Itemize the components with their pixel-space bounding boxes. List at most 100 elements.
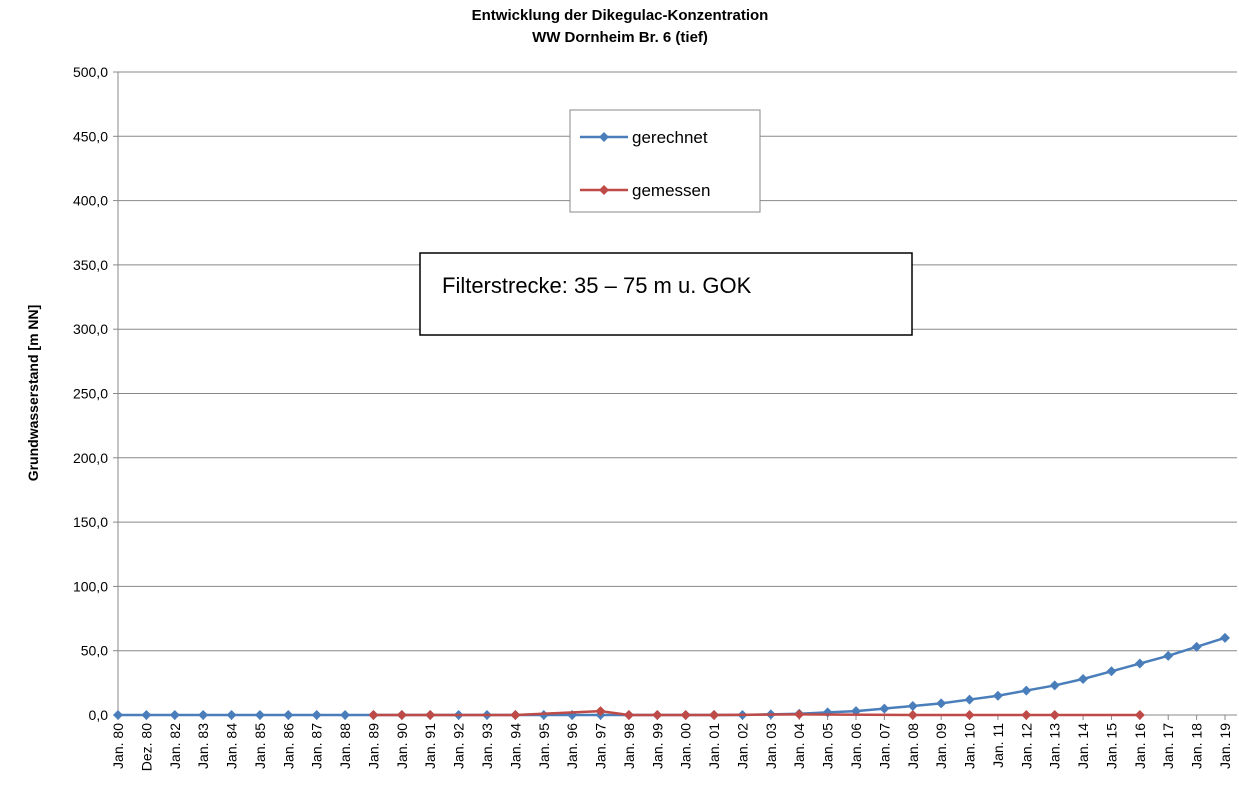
y-tick-label: 500,0 [73,64,108,80]
x-tick-label: Jan. 08 [905,723,921,769]
x-tick-label: Jan. 83 [195,723,211,769]
x-tick-label: Jan. 16 [1132,723,1148,769]
data-point [623,710,634,720]
x-tick-label: Jan. 05 [820,723,836,769]
data-point [169,710,180,720]
data-point [396,710,407,720]
legend-label: gerechnet [632,128,708,147]
data-point [425,710,436,720]
x-tick-label: Jan. 95 [536,723,552,769]
data-point [709,710,720,720]
y-tick-label: 250,0 [73,386,108,402]
data-point [936,698,947,709]
x-tick-label: Jan. 15 [1103,723,1119,769]
data-point [1134,710,1145,720]
x-tick-label: Jan. 96 [564,723,580,769]
data-point [1134,658,1145,669]
data-point [1049,710,1060,720]
x-tick-label: Jan. 19 [1217,723,1233,769]
data-point [652,710,663,720]
y-tick-label: 0,0 [89,707,109,723]
x-tick-label: Dez. 80 [138,723,154,771]
x-tick-label: Jan. 11 [990,723,1006,768]
data-point [992,690,1003,701]
x-tick-label: Jan. 06 [848,723,864,769]
x-tick-label: Jan. 02 [734,723,750,769]
data-point [879,703,890,714]
data-point [113,710,123,720]
x-tick-label: Jan. 88 [337,723,353,769]
annotation-box [419,252,913,336]
data-point [1163,650,1174,661]
x-tick-label: Jan. 01 [706,723,722,769]
x-tick-label: Jan. 90 [394,723,410,769]
y-tick-label: 450,0 [73,128,108,144]
x-tick-label: Jan. 98 [621,723,637,769]
x-tick-label: Jan. 94 [507,723,523,769]
data-point [964,710,975,720]
x-tick-label: Jan. 91 [422,723,438,769]
x-tick-label: Jan. 99 [649,723,665,769]
x-tick-label: Jan. 10 [962,723,978,769]
x-tick-label: Jan. 07 [876,723,892,769]
y-axis-title: Grundwasserstand [m NN] [25,305,41,482]
data-point [254,710,265,720]
legend-marker [599,132,609,142]
y-tick-label: 300,0 [73,321,108,337]
x-tick-label: Jan. 17 [1160,723,1176,769]
x-tick-label: Jan. 80 [110,723,126,769]
data-point [794,709,805,720]
legend-marker [599,185,609,195]
series-line [118,636,1226,717]
chart-subtitle: WW Dornheim Br. 6 (tief) [532,29,708,46]
x-tick-label: Jan. 82 [167,723,183,769]
data-point [1021,710,1032,720]
x-tick-label: Jan. 04 [791,723,807,769]
x-tick-label: Jan. 92 [451,723,467,769]
x-tick-label: Jan. 85 [252,723,268,769]
y-tick-label: 150,0 [73,514,108,530]
x-tick-label: Jan. 03 [763,723,779,769]
data-point [1191,641,1202,652]
x-tick-label: Jan. 14 [1075,723,1091,769]
x-tick-label: Jan. 89 [365,723,381,769]
x-tick-label: Jan. 86 [280,723,296,769]
x-tick-label: Jan. 00 [678,723,694,769]
chart-title: Entwicklung der Dikegulac-Konzentration [472,7,769,24]
y-tick-label: 350,0 [73,257,108,273]
data-point [907,710,918,720]
legend-label: gemessen [632,181,710,200]
y-tick-label: 200,0 [73,450,108,466]
data-point [1049,680,1060,691]
x-tick-label: Jan. 93 [479,723,495,769]
x-tick-label: Jan. 09 [933,723,949,769]
data-point [141,710,152,720]
y-tick-label: 400,0 [73,193,108,209]
x-tick-label: Jan. 13 [1047,723,1063,769]
data-point [907,700,918,711]
x-tick-label: Jan. 97 [593,723,609,769]
data-point [1220,632,1230,643]
data-point [680,710,691,720]
data-point [340,710,351,720]
data-point [226,710,237,720]
data-point [198,710,209,720]
data-point [1078,673,1089,684]
x-tick-label: Jan. 87 [309,723,325,769]
y-tick-label: 100,0 [73,578,108,594]
data-point [595,706,606,717]
data-point [283,710,294,720]
data-point [822,707,833,718]
data-point [368,710,379,720]
y-tick-label: 50,0 [81,643,108,659]
x-tick-label: Jan. 12 [1018,723,1034,769]
data-point [1021,685,1032,696]
x-tick-label: Jan. 84 [224,723,240,769]
data-point [1106,666,1117,677]
x-tick-label: Jan. 18 [1189,723,1205,769]
legend-box [569,109,761,213]
data-point [964,694,975,705]
data-point [311,710,322,720]
data-point [510,710,521,720]
